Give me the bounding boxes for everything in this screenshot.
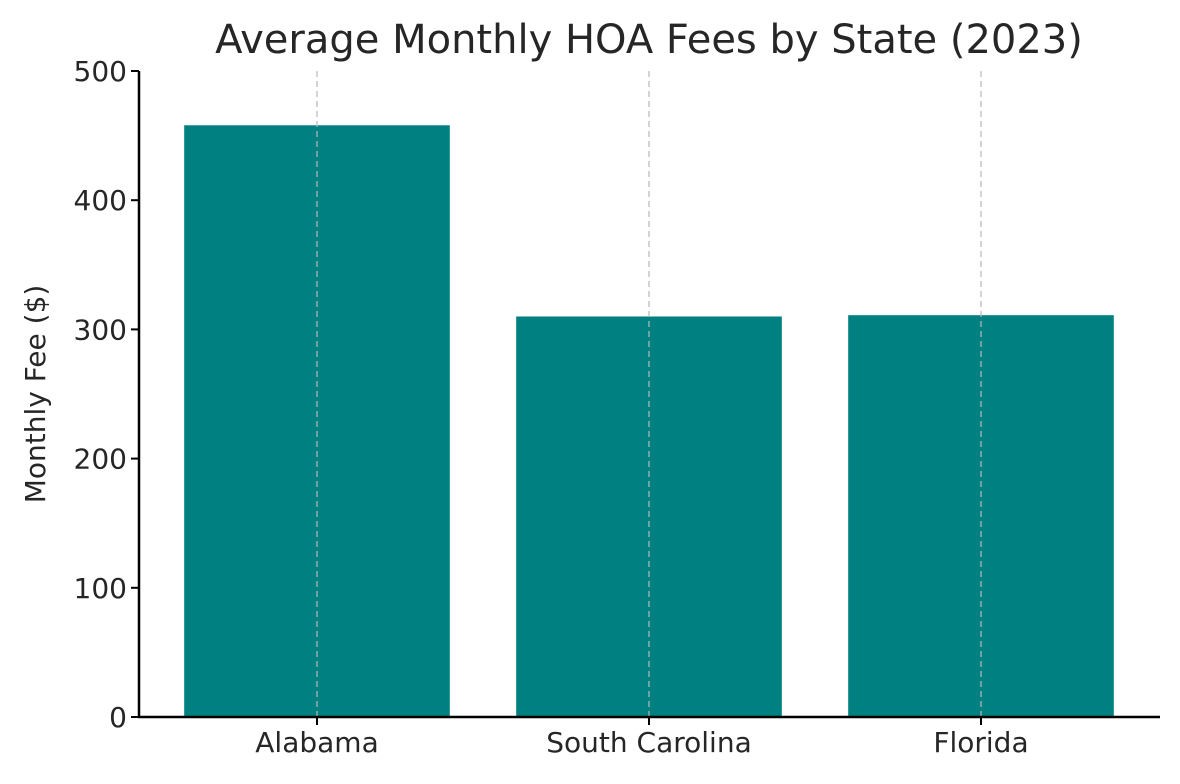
bars-layer (184, 71, 1114, 718)
y-axis-label: Monthly Fee ($) (19, 285, 52, 504)
y-tick-label-400: 400 (74, 184, 127, 217)
chart-title: Average Monthly HOA Fees by State (2023) (215, 17, 1083, 63)
x-tick-label-south-carolina: South Carolina (546, 726, 751, 759)
y-tick-label-100: 100 (74, 572, 127, 605)
y-tick-label-300: 300 (74, 313, 127, 346)
x-tick-label-florida: Florida (933, 726, 1028, 759)
y-tick-label-500: 500 (74, 55, 127, 88)
y-tick-label-200: 200 (74, 443, 127, 476)
y-tick-label-0: 0 (109, 701, 127, 734)
ticks-layer: 0 100 200 300 400 500 Alabama South Carolina Flo… (74, 55, 1029, 759)
x-tick-label-alabama: Alabama (255, 726, 378, 759)
